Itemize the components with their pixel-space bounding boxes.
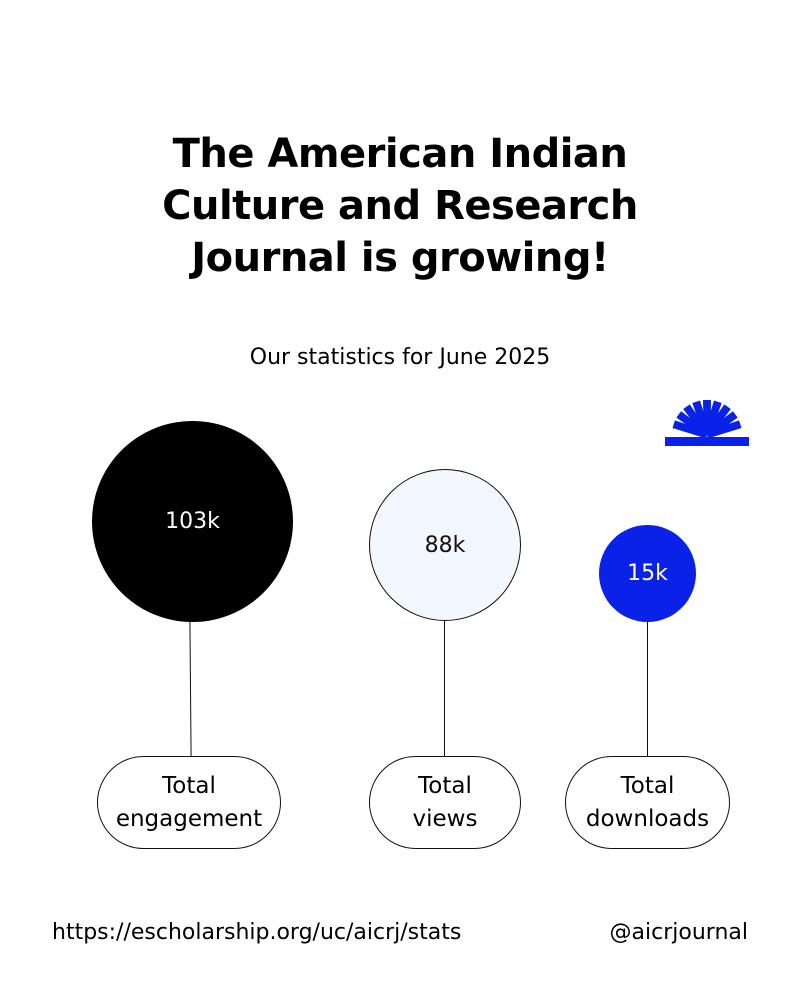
downloads-label-line-2: downloads (585, 805, 710, 832)
engagement-bubble: 103k (92, 421, 293, 622)
engagement-value: 103k (165, 509, 220, 534)
views-label: Total views (369, 756, 521, 849)
stem-views (444, 620, 445, 756)
engagement-label-line-1: Total (162, 772, 216, 799)
engagement-label-line-2: engagement (115, 805, 263, 832)
downloads-label-line-1: Total (620, 772, 675, 799)
stem-downloads (647, 621, 648, 756)
title-line-1: The American Indian (172, 131, 628, 177)
footer-handle[interactable]: @aicrjournal (609, 920, 748, 945)
engagement-label: Total engagement (97, 756, 281, 849)
page-title: The American Indian Culture and Research… (0, 128, 800, 284)
stem-engagement (189, 621, 192, 756)
downloads-value: 15k (627, 561, 668, 586)
views-bubble: 88k (369, 469, 521, 621)
views-label-line-2: views (412, 805, 478, 832)
sunburst-icon (665, 400, 749, 446)
views-value: 88k (424, 532, 466, 558)
footer-url[interactable]: https://escholarship.org/uc/aicrj/stats (52, 920, 462, 945)
title-line-2: Culture and Research (162, 183, 638, 229)
subtitle: Our statistics for June 2025 (249, 345, 551, 370)
title-line-3: Journal is growing! (191, 235, 609, 281)
views-label-line-1: Total (418, 772, 472, 799)
downloads-bubble: 15k (599, 525, 696, 622)
downloads-label: Total downloads (565, 756, 730, 849)
